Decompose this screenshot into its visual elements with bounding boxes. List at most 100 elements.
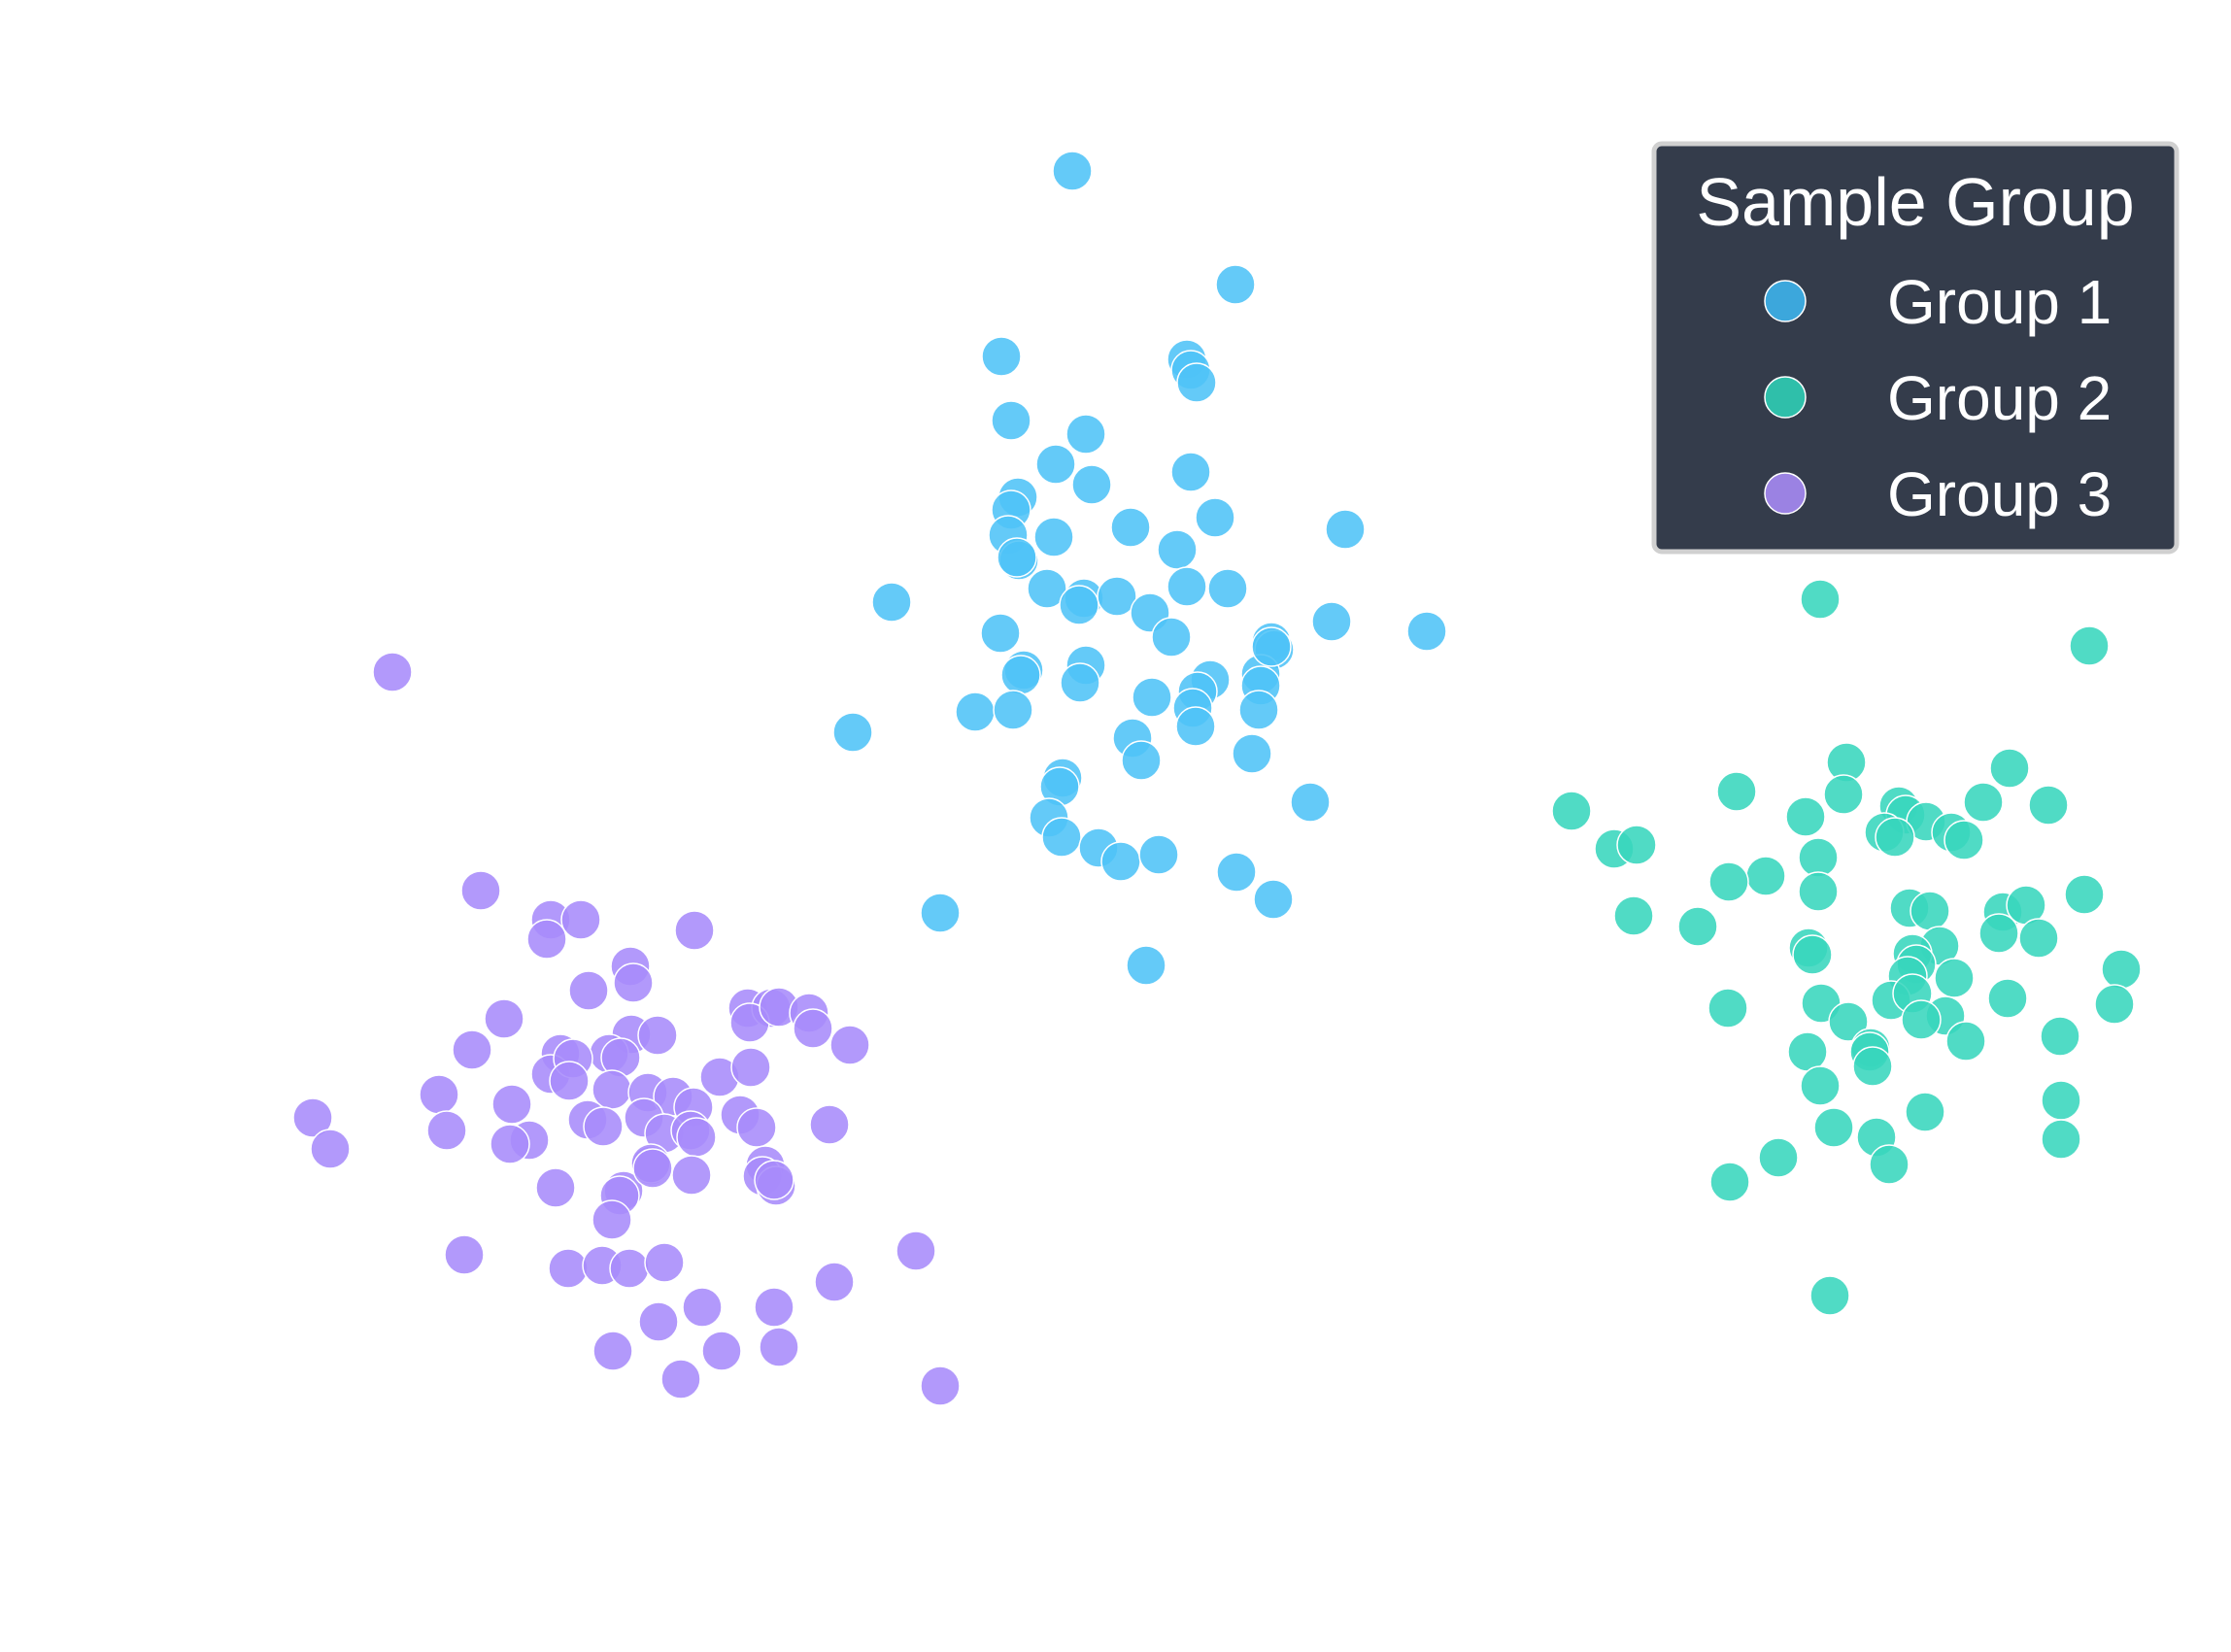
data-point [592, 1331, 633, 1371]
data-point [2064, 874, 2105, 915]
data-point [1875, 817, 1915, 858]
data-point [1207, 568, 1248, 609]
legend-label-group-3: Group 3 [1887, 459, 2112, 529]
data-point [2094, 984, 2135, 1025]
data-point [2041, 1080, 2081, 1121]
data-point [2028, 785, 2069, 826]
data-point [955, 691, 996, 732]
data-point [560, 899, 601, 940]
data-point [1251, 626, 1292, 667]
data-point [1905, 1092, 1945, 1132]
data-point [2101, 949, 2142, 990]
data-point [754, 1287, 794, 1328]
data-point [920, 1365, 961, 1406]
data-point [1175, 706, 1216, 747]
data-point [372, 652, 413, 692]
data-point [1551, 791, 1592, 831]
data-point [1176, 362, 1217, 403]
data-point [1151, 617, 1192, 657]
legend-box [1651, 141, 2180, 555]
data-point [1325, 509, 1366, 550]
points-layer [292, 151, 2142, 1406]
data-point [638, 1301, 679, 1342]
data-point [682, 1287, 723, 1328]
data-point [490, 1124, 530, 1164]
data-point [793, 1008, 833, 1049]
legend-marker-group-1 [1764, 280, 1807, 322]
data-point [1852, 1046, 1893, 1087]
data-point [1792, 934, 1833, 975]
data-point [1052, 151, 1093, 191]
data-point [568, 970, 609, 1011]
data-point [1828, 1001, 1869, 1042]
data-point [1707, 988, 1748, 1028]
legend-marker-group-2 [1764, 376, 1807, 419]
data-point [1253, 879, 1294, 920]
data-point [809, 1104, 850, 1145]
data-point [1035, 444, 1076, 485]
data-point [484, 998, 524, 1039]
data-point [1823, 774, 1864, 815]
data-point [535, 1167, 576, 1208]
data-point [2018, 918, 2059, 959]
data-point [1901, 999, 1942, 1040]
data-point [1065, 414, 1106, 455]
data-point [526, 919, 567, 960]
data-point [1157, 529, 1198, 570]
data-point [1110, 507, 1151, 548]
data-point [637, 1015, 678, 1056]
data-point [1813, 1107, 1854, 1148]
data-point [609, 1248, 650, 1289]
data-point [920, 893, 961, 933]
data-point [1071, 464, 1112, 505]
legend: Sample Group Group 1 Group 2 Group 3 [1651, 141, 2180, 555]
data-point [993, 690, 1033, 730]
data-point [896, 1231, 936, 1271]
data-point [1311, 601, 1352, 642]
data-point [1000, 655, 1041, 695]
data-point [1934, 958, 1975, 998]
data-point [452, 1029, 492, 1070]
data-point [759, 1327, 799, 1367]
legend-label-group-1: Group 1 [1887, 267, 2112, 337]
data-point [1232, 733, 1272, 774]
data-point [460, 870, 501, 911]
data-point [1709, 1162, 1750, 1202]
data-point [548, 1248, 589, 1289]
data-point [1121, 740, 1162, 781]
data-point [1800, 1065, 1841, 1106]
data-point [419, 1074, 459, 1115]
data-point [426, 1110, 467, 1151]
series-2 [1551, 579, 2142, 1316]
data-point [730, 1047, 771, 1088]
data-point [644, 1242, 685, 1283]
data-point [1869, 1144, 1910, 1185]
data-point [1290, 782, 1331, 823]
series-3 [292, 652, 961, 1406]
data-point [829, 1025, 870, 1065]
data-point [1613, 895, 1654, 936]
data-point [491, 1084, 532, 1125]
data-point [1216, 852, 1257, 893]
data-point [676, 1117, 717, 1158]
legend-entries: Group 1 Group 2 Group 3 [1764, 267, 2112, 529]
data-point [1809, 1275, 1850, 1316]
data-point [613, 962, 654, 1003]
data-point [1132, 677, 1172, 718]
data-point [1800, 579, 1841, 620]
data-point [674, 910, 715, 951]
data-point [671, 1155, 712, 1196]
data-point [1798, 837, 1839, 878]
data-point [583, 1106, 624, 1147]
series-1 [832, 151, 1447, 986]
data-point [592, 1199, 632, 1240]
data-point [1041, 817, 1082, 858]
data-point [2040, 1016, 2080, 1057]
data-point [1978, 913, 2019, 954]
data-point [1097, 576, 1137, 617]
data-point [1166, 566, 1207, 607]
data-point [549, 1061, 590, 1101]
data-point [1785, 796, 1826, 837]
data-point [1987, 978, 2028, 1019]
